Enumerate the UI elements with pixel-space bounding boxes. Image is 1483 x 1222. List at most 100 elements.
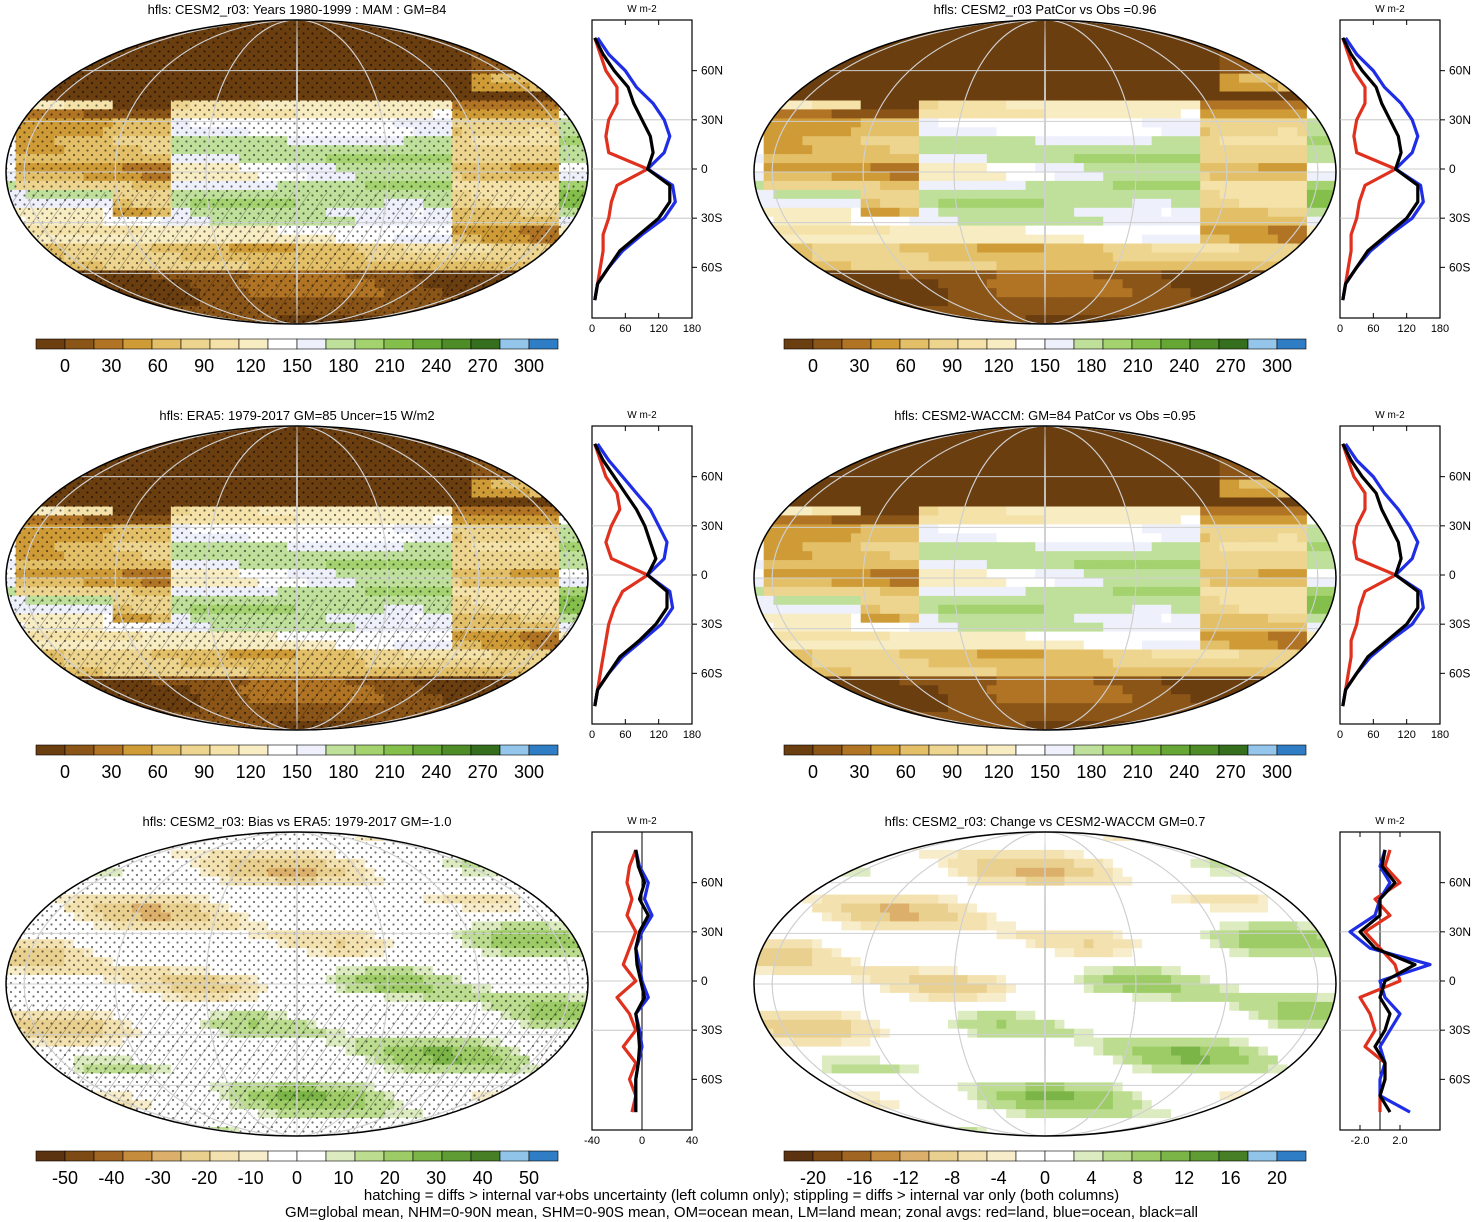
colorbar-tick-label: 30 bbox=[849, 356, 869, 376]
zonal-lat-label: 60N bbox=[701, 876, 723, 890]
zonal-unit-label: W m-2 bbox=[627, 4, 657, 15]
zonal-x-label: 180 bbox=[1431, 729, 1449, 741]
colorbar-tick-label: 270 bbox=[1216, 356, 1246, 376]
graticule-meridian bbox=[1045, 426, 1046, 730]
colorbar-swatch bbox=[65, 339, 94, 349]
colorbar-tick-label: 60 bbox=[148, 356, 168, 376]
zonal-lat-label: 30S bbox=[701, 1023, 722, 1037]
colorbar-swatch bbox=[210, 1151, 239, 1161]
colorbar-tick-label: 180 bbox=[328, 356, 358, 376]
colorbar-swatch bbox=[471, 339, 500, 349]
colorbar-tick-label: 90 bbox=[194, 356, 214, 376]
colorbar-swatch bbox=[239, 745, 268, 755]
colorbar-swatch bbox=[1277, 339, 1306, 349]
footer-hatching-note: hatching = diffs > internal var+obs unce… bbox=[0, 1187, 1483, 1205]
colorbar-swatch bbox=[1190, 1151, 1219, 1161]
zonal-x-label: 60 bbox=[619, 323, 631, 335]
colorbar-swatch bbox=[958, 339, 987, 349]
colorbar-swatch bbox=[1016, 745, 1045, 755]
colorbar-swatch bbox=[1219, 1151, 1248, 1161]
colorbar-swatch bbox=[987, 339, 1016, 349]
colorbar-tick-label: 90 bbox=[942, 762, 962, 782]
zonal-lat-label: 30N bbox=[1449, 113, 1471, 127]
colorbar-swatch bbox=[1103, 1151, 1132, 1161]
colorbar-swatch bbox=[268, 339, 297, 349]
zonal-lat-label: 0 bbox=[1449, 568, 1456, 582]
colorbar-swatch bbox=[384, 1151, 413, 1161]
colorbar-swatch bbox=[500, 745, 529, 755]
zonal-lat-label: 60N bbox=[701, 64, 723, 78]
colorbar-tick-label: 30 bbox=[426, 1168, 446, 1188]
colorbar-tick-label: 150 bbox=[1030, 356, 1060, 376]
zonal-x-label: 60 bbox=[1367, 729, 1379, 741]
colorbar-swatch bbox=[1074, 339, 1103, 349]
colorbar-swatch bbox=[152, 339, 181, 349]
colorbar-swatch bbox=[871, 745, 900, 755]
colorbar-tick-label: 20 bbox=[380, 1168, 400, 1188]
colorbar-tick-label: 60 bbox=[896, 762, 916, 782]
colorbar-tick-label: 240 bbox=[1169, 356, 1199, 376]
colorbar-tick-label: 60 bbox=[896, 356, 916, 376]
colorbar-swatch bbox=[442, 339, 471, 349]
zonal-lat-label: 60S bbox=[701, 1072, 722, 1086]
zonal-unit-label: W m-2 bbox=[1375, 816, 1405, 827]
colorbar-swatch bbox=[1248, 1151, 1277, 1161]
colorbar-tick-label: 50 bbox=[519, 1168, 539, 1188]
colorbar-swatch bbox=[1132, 745, 1161, 755]
colorbar-swatch bbox=[384, 339, 413, 349]
zonal-lat-label: 30S bbox=[1449, 211, 1470, 225]
zonal-lat-label: 0 bbox=[701, 162, 708, 176]
colorbar-tick-label: 150 bbox=[282, 762, 312, 782]
colorbar-swatch bbox=[987, 745, 1016, 755]
colorbar-tick-label: 240 bbox=[421, 356, 451, 376]
graticule-meridian bbox=[297, 426, 298, 730]
zonal-unit-label: W m-2 bbox=[627, 816, 657, 827]
colorbar-tick-label: 150 bbox=[1030, 762, 1060, 782]
zonal-lat-label: 30N bbox=[701, 519, 723, 533]
zonal-x-label: 0 bbox=[1337, 323, 1343, 335]
colorbar-swatch bbox=[413, 745, 442, 755]
colorbar-tick-label: 16 bbox=[1221, 1168, 1241, 1188]
colorbar-swatch bbox=[1045, 1151, 1074, 1161]
zonal-lat-label: 60S bbox=[1449, 260, 1470, 274]
zonal-x-label: 0 bbox=[589, 729, 595, 741]
colorbar-swatch bbox=[152, 1151, 181, 1161]
colorbar-swatch bbox=[1132, 1151, 1161, 1161]
zonal-unit-label: W m-2 bbox=[1375, 410, 1405, 421]
zonal-lat-label: 60S bbox=[701, 260, 722, 274]
colorbar-tick-label: -10 bbox=[238, 1168, 264, 1188]
colorbar-tick-label: 8 bbox=[1133, 1168, 1143, 1188]
colorbar-swatch bbox=[958, 745, 987, 755]
colorbar-tick-label: 120 bbox=[984, 762, 1014, 782]
colorbar-swatch bbox=[471, 1151, 500, 1161]
colorbar-swatch bbox=[871, 339, 900, 349]
colorbar-swatch bbox=[1016, 1151, 1045, 1161]
colorbar-swatch bbox=[929, 339, 958, 349]
zonal-x-label: 0 bbox=[589, 323, 595, 335]
colorbar-tick-label: -30 bbox=[145, 1168, 171, 1188]
colorbar-swatch bbox=[36, 1151, 65, 1161]
zonal-lat-label: 30N bbox=[1449, 925, 1471, 939]
colorbar-tick-label: 30 bbox=[849, 762, 869, 782]
zonal-x-label: 60 bbox=[1367, 323, 1379, 335]
colorbar-swatch bbox=[297, 745, 326, 755]
colorbar-swatch bbox=[529, 745, 558, 755]
colorbar-swatch bbox=[500, 1151, 529, 1161]
colorbar-swatch bbox=[1248, 745, 1277, 755]
zonal-lat-label: 30S bbox=[701, 211, 722, 225]
colorbar-swatch bbox=[123, 1151, 152, 1161]
colorbar-swatch bbox=[36, 339, 65, 349]
colorbar-swatch bbox=[355, 339, 384, 349]
panel-title: hfls: CESM2_r03 PatCor vs Obs =0.96 bbox=[934, 2, 1157, 17]
colorbar-swatch bbox=[268, 745, 297, 755]
colorbar-tick-label: 210 bbox=[1123, 356, 1153, 376]
graticule-meridian bbox=[1045, 832, 1046, 1136]
zonal-x-label: -2.0 bbox=[1351, 1135, 1370, 1147]
colorbar-swatch bbox=[239, 339, 268, 349]
colorbar-swatch bbox=[210, 745, 239, 755]
zonal-lat-label: 30N bbox=[1449, 519, 1471, 533]
colorbar-swatch bbox=[1132, 339, 1161, 349]
colorbar-tick-label: 10 bbox=[333, 1168, 353, 1188]
colorbar-swatch bbox=[297, 339, 326, 349]
